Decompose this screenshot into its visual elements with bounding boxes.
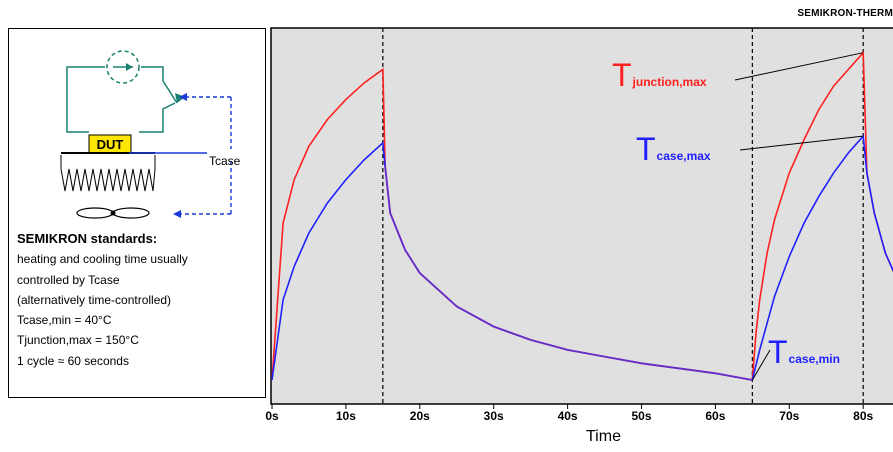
x-axis-label: Time	[586, 428, 621, 445]
circuit-wires	[66, 66, 176, 133]
x-tick-label: 70s	[779, 409, 799, 423]
control-arrow-fan	[173, 161, 232, 218]
note-line: Tcase,min = 40°C	[17, 313, 112, 328]
control-arrow-switch	[179, 93, 232, 149]
switch-icon	[162, 80, 185, 104]
annotations: Tjunction,max Tcase,max Tcase,min	[612, 52, 864, 381]
current-source-icon	[106, 50, 140, 84]
standards-notes: SEMIKRON standards: heating and cooling …	[17, 229, 188, 371]
x-tick-label: 60s	[705, 409, 725, 423]
annotation-label: Tcase,max	[636, 131, 711, 167]
x-tick-label: 50s	[631, 409, 651, 423]
x-tick-label: 80s	[853, 409, 873, 423]
note-line: heating and cooling time usually	[17, 252, 188, 267]
dut-label: DUT	[97, 137, 124, 152]
note-line: Tjunction,max = 150°C	[17, 333, 139, 348]
x-tick-label: 40s	[558, 409, 578, 423]
test-setup-panel: DUT Tcase SEMIKRON standards: heati	[8, 28, 266, 398]
note-line: 1 cycle ≈ 60 seconds	[17, 353, 129, 368]
tcase-label: Tcase	[209, 154, 241, 168]
annotation-leader-line	[751, 349, 771, 381]
fan-icon	[76, 207, 150, 219]
plot-area	[270, 27, 893, 405]
heatsink-icon	[60, 155, 156, 192]
brand-watermark: SEMIKRON-THERM	[797, 8, 893, 19]
annotation-leader-line	[734, 52, 864, 81]
x-axis-ticks: 0s 10s 20s 30s 40s 50s 60s 70s 80s	[265, 404, 874, 423]
x-tick-label: 0s	[265, 409, 279, 423]
series-overlap-cooling	[384, 166, 753, 381]
annotation-label: Tjunction,max	[612, 57, 707, 93]
annotation-leader-line	[739, 135, 864, 151]
test-circuit-schematic: DUT	[60, 50, 232, 219]
x-tick-label: 20s	[410, 409, 430, 423]
standards-heading: SEMIKRON standards:	[17, 231, 158, 246]
note-line: (alternatively time-controlled)	[17, 292, 172, 307]
annotation-label: Tcase,min	[768, 334, 840, 370]
x-tick-label: 10s	[336, 409, 356, 423]
x-tick-label: 30s	[484, 409, 504, 423]
note-line: controlled by Tcase	[17, 272, 120, 287]
series-lines	[271, 50, 893, 381]
